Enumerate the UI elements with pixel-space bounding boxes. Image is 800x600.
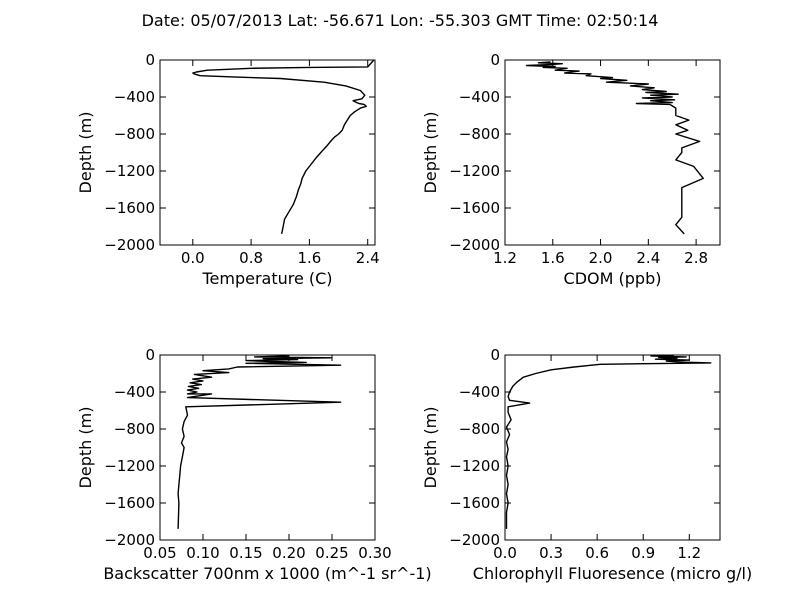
panel-3-yaxis-label: Depth (m) bbox=[421, 407, 440, 489]
panel-2-profile-line bbox=[177, 355, 342, 529]
panel-3-ytick-label: −1600 bbox=[449, 494, 500, 512]
panel-1-xtick-label: 2.4 bbox=[636, 249, 660, 267]
panel-3-axes-frame bbox=[504, 354, 721, 541]
panel-2-xtick-label: 0.10 bbox=[186, 544, 219, 562]
cdom-panel: 1.2 1.6 2.0 2.4 2.8 0 −400 −800 −1200 −1600 −2000 C… bbox=[421, 51, 721, 288]
panel-1-axes-frame bbox=[504, 59, 721, 246]
panel-3-xtick-label: 0.6 bbox=[585, 544, 609, 562]
panel-0-xaxis-label: Temperature (C) bbox=[201, 269, 332, 288]
panel-0-xtick-label: 0.0 bbox=[181, 249, 205, 267]
panel-0-ytick-label: 0 bbox=[145, 51, 155, 69]
panel-2-ytick-label: −400 bbox=[114, 383, 155, 401]
panel-1-ytick-label: 0 bbox=[490, 51, 500, 69]
panel-3-ytick-label: 0 bbox=[490, 346, 500, 364]
panel-3-ytick-label: −1200 bbox=[449, 457, 500, 475]
panel-0-ytick-label: −1600 bbox=[104, 199, 155, 217]
panel-0-ytick-label: −2000 bbox=[104, 236, 155, 254]
panel-2-ytick-label: −1600 bbox=[104, 494, 155, 512]
panel-2-xtick-label: 0.30 bbox=[358, 544, 391, 562]
panel-3-xaxis-label: Chlorophyll Fluoresence (micro g/l) bbox=[473, 564, 752, 583]
panel-1-xtick-label: 2.0 bbox=[589, 249, 613, 267]
panel-1-ytick-label: −800 bbox=[459, 125, 500, 143]
panel-0-ytick-label: −400 bbox=[114, 88, 155, 106]
chlorophyll-panel: 0.0 0.3 0.6 0.9 1.2 0 −400 −800 −1200 −1600 −2000 C… bbox=[421, 346, 752, 583]
panel-1-xtick-label: 1.6 bbox=[541, 249, 565, 267]
panel-2-ytick-label: −1200 bbox=[104, 457, 155, 475]
panel-3-ytick-label: −400 bbox=[459, 383, 500, 401]
panel-2-ytick-label: 0 bbox=[145, 346, 155, 364]
panel-3-xtick-label: 1.2 bbox=[677, 544, 701, 562]
panel-0-ytick-label: −800 bbox=[114, 125, 155, 143]
panel-3-profile-line bbox=[505, 354, 712, 529]
panel-2-axes-frame bbox=[159, 354, 376, 541]
panel-2-xtick-label: 0.20 bbox=[272, 544, 305, 562]
panel-0-xtick-label: 2.4 bbox=[356, 249, 380, 267]
panel-0-xtick-label: 1.6 bbox=[297, 249, 321, 267]
backscatter-panel: 0.05 0.10 0.15 0.20 0.25 0.30 0 −400 −800 −1200 −1… bbox=[76, 346, 432, 583]
panel-1-profile-line bbox=[525, 61, 704, 235]
panel-1-ytick-label: −2000 bbox=[449, 236, 500, 254]
panel-2-xtick-label: 0.15 bbox=[229, 544, 262, 562]
panel-1-xtick-label: 2.8 bbox=[684, 249, 708, 267]
panel-0-yaxis-label: Depth (m) bbox=[76, 112, 95, 194]
panel-2-ytick-label: −800 bbox=[114, 420, 155, 438]
panel-0-ytick-label: −1200 bbox=[104, 162, 155, 180]
panel-0-axes-frame bbox=[159, 59, 376, 246]
panel-2-yaxis-label: Depth (m) bbox=[76, 407, 95, 489]
panel-1-ytick-label: −400 bbox=[459, 88, 500, 106]
temperature-panel: 0.0 0.8 1.6 2.4 0 −400 −800 −1200 −1600 −2000 Temp… bbox=[76, 51, 380, 288]
panel-1-xaxis-label: CDOM (ppb) bbox=[564, 269, 662, 288]
panel-1-yaxis-label: Depth (m) bbox=[421, 112, 440, 194]
panel-0-xtick-label: 0.8 bbox=[239, 249, 263, 267]
panel-3-xtick-label: 0.9 bbox=[631, 544, 655, 562]
panel-3-ytick-label: −2000 bbox=[449, 531, 500, 549]
panel-3-xtick-label: 0.3 bbox=[539, 544, 563, 562]
panel-3-ytick-label: −800 bbox=[459, 420, 500, 438]
figure-title: Date: 05/07/2013 Lat: -56.671 Lon: -55.3… bbox=[142, 11, 659, 30]
panel-1-xtick-label: 1.2 bbox=[493, 249, 517, 267]
panel-1-ytick-label: −1600 bbox=[449, 199, 500, 217]
panel-2-xtick-label: 0.25 bbox=[315, 544, 348, 562]
panel-0-profile-line bbox=[192, 60, 375, 235]
panel-2-xtick-label: 0.05 bbox=[143, 544, 176, 562]
panel-1-ytick-label: −1200 bbox=[449, 162, 500, 180]
panel-3-xtick-label: 0.0 bbox=[493, 544, 517, 562]
panel-2-xaxis-label: Backscatter 700nm x 1000 (m^-1 sr^-1) bbox=[103, 564, 431, 583]
panel-2-ytick-label: −2000 bbox=[104, 531, 155, 549]
